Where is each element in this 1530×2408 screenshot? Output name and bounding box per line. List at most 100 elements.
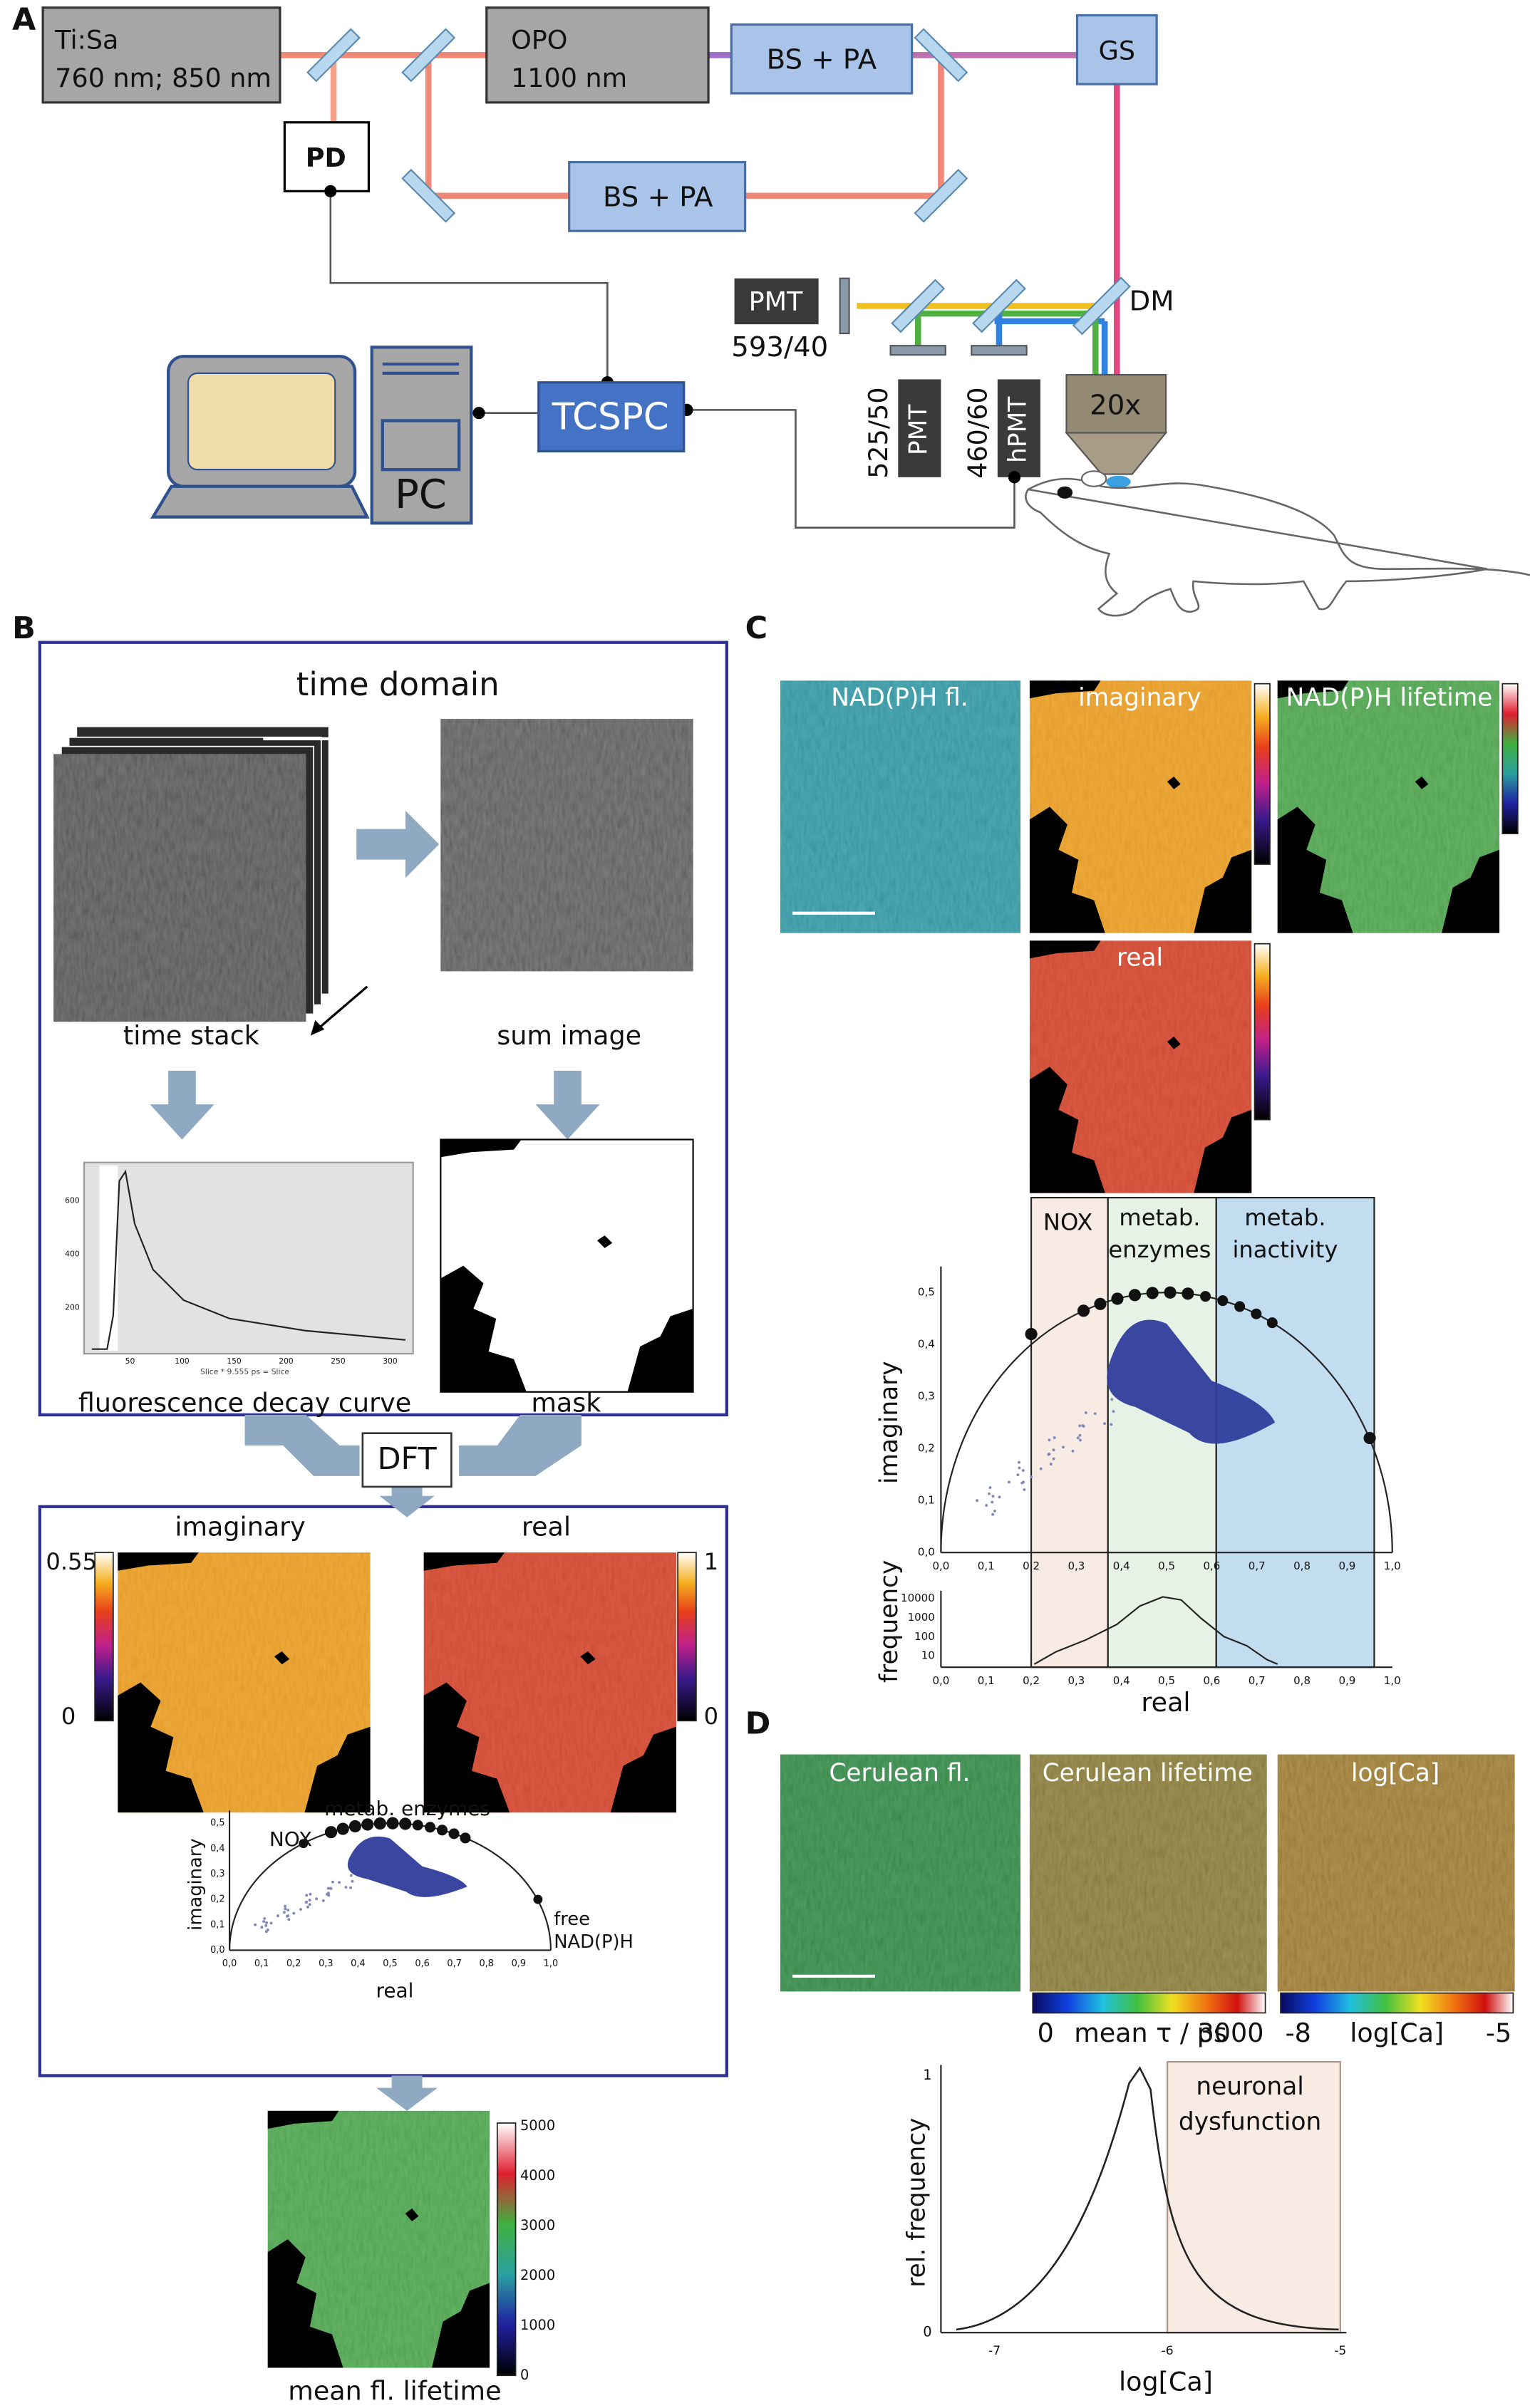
label: hPMT — [1003, 396, 1032, 463]
scatter-dot — [266, 1929, 269, 1931]
label: 4000 — [520, 2167, 555, 2184]
scatter-dot — [1053, 1436, 1056, 1439]
label: -5 — [1334, 2344, 1346, 2358]
label: 593/40 — [731, 331, 828, 363]
label: metab. enzymes — [324, 1797, 490, 1820]
reference-dot — [1094, 1297, 1107, 1310]
scatter-dot — [344, 1886, 348, 1889]
group — [382, 362, 460, 375]
label: 250 — [331, 1356, 346, 1366]
scatter-dot — [306, 1905, 309, 1909]
label: imaginary — [1078, 684, 1201, 712]
flow-arrow — [244, 1414, 360, 1476]
scatter-dot — [326, 1892, 329, 1896]
scatter-dot — [326, 1887, 330, 1890]
label: 0,0 — [918, 1546, 935, 1559]
label: 0,1 — [978, 1560, 995, 1572]
label: time stack — [123, 1020, 260, 1051]
box — [306, 28, 361, 83]
micrograph-texture — [1277, 1754, 1515, 1992]
scatter-dot — [1071, 1449, 1075, 1453]
scatter-dot — [308, 1899, 311, 1902]
label: DM — [1129, 286, 1174, 318]
label: NAD(P)H — [554, 1931, 634, 1953]
label: neuronal — [1196, 2072, 1303, 2101]
label: 0,1 — [978, 1674, 995, 1687]
label: 150 — [227, 1356, 242, 1366]
group — [306, 28, 1131, 336]
scatter-dot — [349, 1886, 353, 1889]
label: 0 — [923, 2324, 931, 2340]
label: GS — [1099, 35, 1135, 66]
reference-dot — [533, 1894, 543, 1904]
label: 0 — [704, 1703, 718, 1730]
scatter-dot — [993, 1510, 996, 1512]
label: Cerulean fl. — [829, 1759, 970, 1787]
shape — [1106, 475, 1131, 488]
scatter-dot — [1030, 1475, 1033, 1479]
label: 1,0 — [1384, 1674, 1401, 1687]
dot — [1008, 471, 1021, 484]
label: 400 — [65, 1250, 80, 1259]
label: 0,5 — [1158, 1560, 1175, 1572]
box — [485, 6, 710, 104]
scatter-dot — [263, 1916, 267, 1920]
scatter-dot — [305, 1894, 309, 1897]
scatter-dot — [1076, 1436, 1080, 1440]
label: OPO — [511, 24, 567, 55]
reference-dot — [386, 1817, 399, 1830]
beam — [329, 191, 609, 383]
box — [1075, 14, 1158, 85]
scatter-dot — [1084, 1411, 1087, 1414]
label: 0,4 — [1113, 1560, 1130, 1572]
reference-dot — [324, 1826, 338, 1839]
flow-arrow — [379, 1486, 435, 1517]
scatter-dot — [349, 1874, 353, 1877]
reference-dot — [361, 1818, 374, 1831]
reference-dot — [348, 1820, 361, 1833]
scatter-dot — [976, 1499, 979, 1503]
colorbar — [1501, 683, 1519, 834]
box — [187, 372, 336, 471]
label: 0,5 — [1158, 1674, 1175, 1687]
label: 0,4 — [1113, 1674, 1130, 1687]
label: A — [12, 2, 36, 38]
arrow-head — [310, 1020, 325, 1036]
label: NAD(P)H fl. — [831, 684, 968, 712]
label: D — [745, 1706, 771, 1741]
reference-dot — [373, 1817, 386, 1830]
scatter-dot — [998, 1495, 1001, 1499]
label: 0,6 — [415, 1958, 429, 1969]
reference-dot — [1200, 1291, 1211, 1302]
label: 200 — [279, 1356, 294, 1366]
label: 100 — [175, 1356, 190, 1366]
scatter-dot — [1018, 1466, 1021, 1470]
reference-dot — [299, 1839, 309, 1849]
label: 10000 — [901, 1592, 935, 1604]
dft-box — [361, 1432, 453, 1488]
scatter-dot — [991, 1495, 995, 1498]
micrograph-texture — [53, 754, 306, 1022]
reference-dot — [425, 1822, 436, 1833]
scatter-dot — [331, 1880, 334, 1884]
label: 0,1 — [210, 1919, 224, 1930]
box — [891, 279, 946, 333]
label: NOX — [1043, 1209, 1092, 1236]
label: free — [554, 1909, 590, 1930]
micrograph-texture — [780, 1754, 1021, 1992]
label: PD — [306, 142, 346, 173]
colorbar — [94, 1552, 114, 1722]
box — [401, 28, 456, 83]
label: 0,3 — [319, 1958, 333, 1969]
shape — [1025, 477, 1530, 617]
reference-dot — [1234, 1301, 1246, 1312]
label: mean τ / ps — [1074, 2018, 1227, 2048]
shape — [1065, 432, 1168, 475]
shape — [150, 484, 370, 519]
label: 0,7 — [1249, 1560, 1266, 1572]
label: metab. — [1119, 1204, 1200, 1231]
label: 760 nm; 850 nm — [55, 63, 272, 93]
box — [972, 279, 1026, 333]
scatter-dot — [1112, 1410, 1115, 1413]
